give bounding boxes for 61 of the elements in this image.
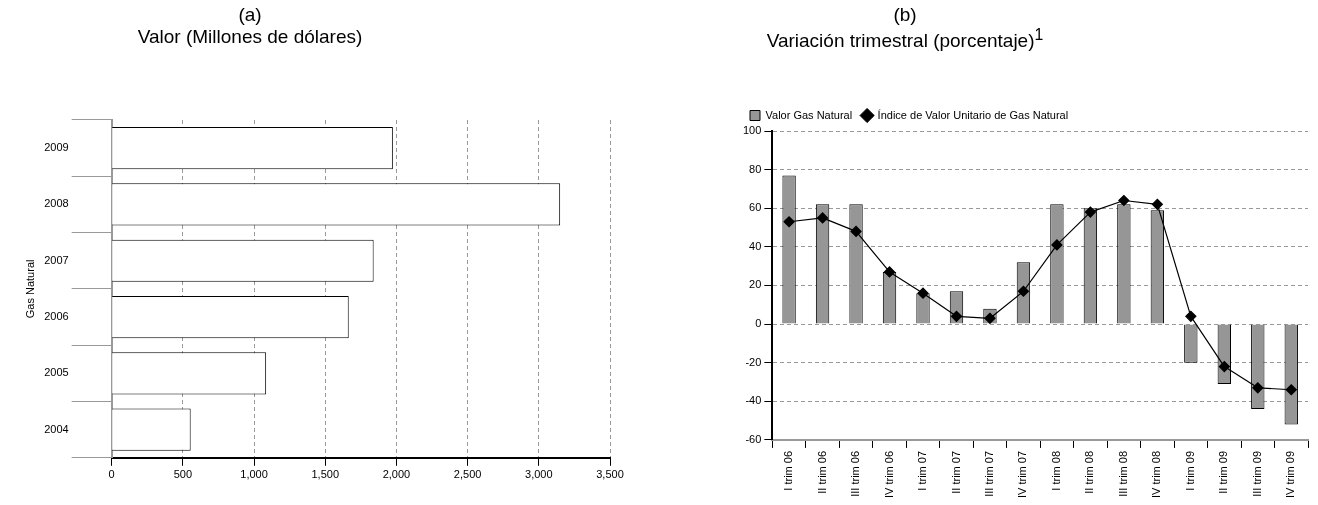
point [1252,382,1264,394]
x-tick-label: III trim 06 [849,450,862,497]
point [1218,360,1230,373]
x-tick-label: II trim 08 [1083,450,1096,494]
point [1051,239,1063,251]
point [1151,198,1163,210]
legend-label: Valor Gas Natural [765,108,853,121]
chart-title: (b) [892,4,918,26]
x-tick-label: II trim 06 [815,450,828,494]
chart-subtitle: Valor (Millones de dólares) [136,26,364,48]
x-tick-label: 3,500 [596,468,624,481]
point [1285,384,1297,396]
y-axis-title: Gas Natural [23,259,36,319]
point [1084,206,1096,218]
x-tick-label: II trim 09 [1217,450,1230,494]
x-tick-label: 0 [108,468,115,481]
y-tick-label: 100 [742,124,762,137]
x-tick-label: 1,000 [240,468,268,481]
x-tick-label: II trim 07 [949,450,962,494]
x-tick-label: IV trim 07 [1016,450,1029,499]
y-tick-label: 2004 [44,422,69,435]
point [816,212,829,224]
y-tick-label: 2008 [44,197,69,210]
y-tick-label: 2005 [44,366,69,379]
x-tick-label: IV trim 09 [1284,450,1297,499]
y-tick-label: 40 [749,239,762,252]
point [1017,285,1030,297]
point [950,310,963,322]
y-tick-label: 2009 [44,141,69,154]
y-tick-label: -60 [745,432,762,445]
x-tick-label: IV trim 06 [882,450,895,499]
x-tick-label: 2,000 [382,468,411,481]
x-tick-label: I trim 06 [782,450,795,491]
y-tick-label: 60 [749,201,762,214]
y-tick-label: -40 [745,394,762,407]
x-tick-label: I trim 08 [1049,450,1062,491]
x-tick-label: III trim 08 [1116,450,1129,497]
x-tick-label: I trim 07 [916,450,929,491]
point [1118,194,1130,207]
point [850,225,862,237]
point [917,287,929,299]
x-tick-label: III trim 07 [982,450,995,497]
chart-title: (a) [237,4,263,26]
point [783,216,795,228]
y-tick-label: 2006 [44,310,69,323]
y-tick-label: 80 [749,162,762,175]
x-tick-label: I trim 09 [1183,450,1196,491]
x-tick-label: 500 [173,468,193,481]
x-tick-label: 1,500 [311,468,340,481]
chart-subtitle: Variación trimestral (porcentaje)$^{1}$ [765,26,1045,53]
x-tick-label: 2,500 [453,468,482,481]
y-tick-label: -20 [745,355,762,368]
legend-label: Índice de Valor Unitario de Gas Natural [877,108,1069,121]
x-tick-label: III trim 09 [1250,450,1263,497]
y-tick-label: 20 [749,278,762,291]
point [883,266,896,278]
y-tick-label: 2007 [44,253,69,266]
y-tick-label: 0 [755,317,762,330]
x-tick-label: IV trim 08 [1150,450,1163,499]
x-tick-label: 3,000 [525,468,553,481]
point [1185,310,1197,322]
